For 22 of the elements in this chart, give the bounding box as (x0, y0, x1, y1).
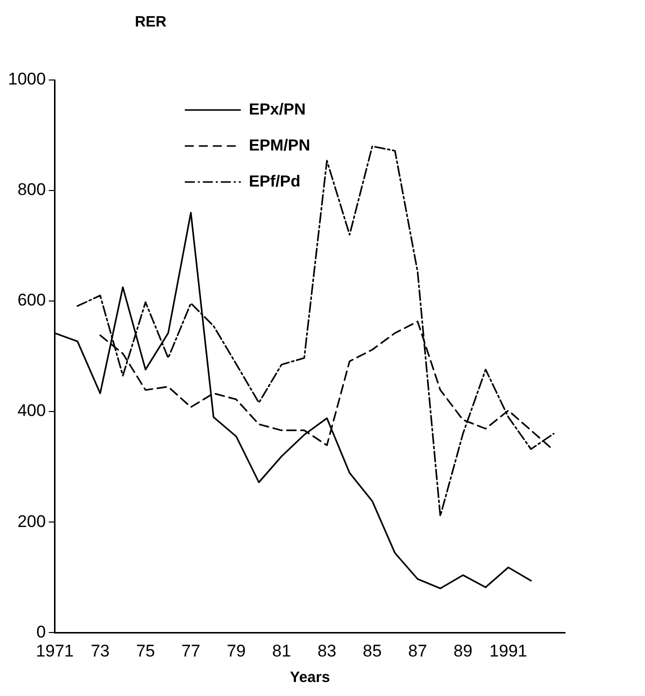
x-axis-title: Years (290, 669, 330, 686)
x-tick-label: 81 (272, 641, 292, 660)
legend-label: EPx/PN (248, 101, 306, 118)
x-tick-label: 77 (181, 641, 200, 660)
x-tick-label: 85 (362, 641, 382, 660)
y-tick-label: 600 (17, 290, 46, 310)
y-tick-label: 1000 (8, 70, 46, 89)
x-tick-label: 79 (226, 641, 246, 660)
y-tick-label: 800 (17, 180, 46, 200)
x-tick-label: 87 (408, 641, 428, 660)
x-tick-label: 73 (90, 641, 110, 660)
y-tick-label: 400 (17, 401, 46, 420)
x-tick-label: 83 (317, 641, 336, 660)
legend-label: EPM/PN (248, 137, 310, 154)
y-tick-label: 0 (36, 622, 46, 642)
x-tick-label: 1971 (36, 641, 74, 660)
x-tick-label: 89 (454, 641, 472, 660)
y-axis-title: RER (134, 14, 167, 31)
x-tick-label: 1991 (489, 641, 528, 660)
y-tick-label: 200 (17, 512, 46, 531)
x-tick-label: 75 (136, 641, 155, 660)
legend-label: EPf/Pd (248, 173, 300, 190)
